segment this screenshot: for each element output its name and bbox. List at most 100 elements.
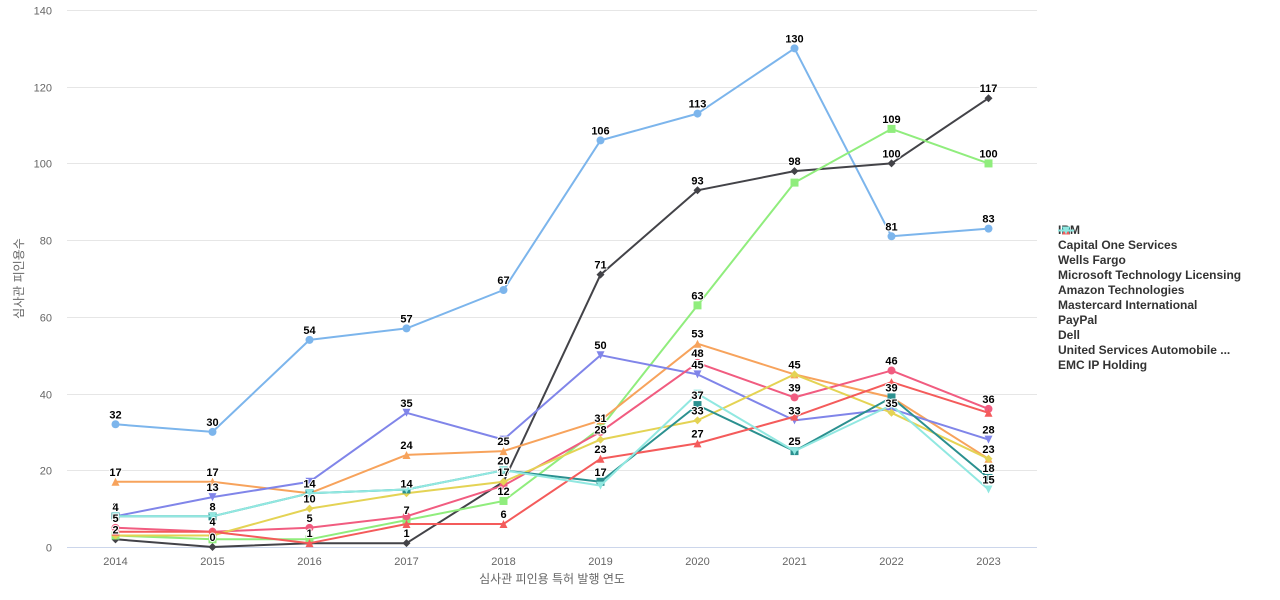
data-label: 35 xyxy=(400,398,412,410)
data-point-ibm xyxy=(208,427,217,436)
data-label: 15 xyxy=(982,474,994,486)
legend-label: Amazon Technologies xyxy=(1058,283,1185,297)
data-label: 7 xyxy=(403,505,409,517)
data-label: 30 xyxy=(206,417,218,429)
data-point-wells-fargo xyxy=(790,178,799,187)
data-label: 36 xyxy=(982,394,994,406)
data-point-emc-ip-holding xyxy=(887,401,896,410)
x-tick-label: 2017 xyxy=(394,556,418,568)
legend-symbol-icon xyxy=(1058,226,1074,235)
legend-item-microsoft-technology-licensing[interactable]: Microsoft Technology Licensing xyxy=(1058,226,1241,283)
data-point-paypal xyxy=(499,477,508,486)
data-point-emc-ip-holding xyxy=(984,485,993,494)
legend-label: Dell xyxy=(1058,328,1081,342)
series-line-wells-fargo xyxy=(115,127,989,541)
data-point-ibm xyxy=(887,232,896,241)
data-point-capital-one-services xyxy=(693,186,702,195)
data-label: 33 xyxy=(788,405,800,417)
data-label: 28 xyxy=(982,425,994,437)
x-tick-label: 2021 xyxy=(782,556,806,568)
y-tick-label: 140 xyxy=(34,6,52,18)
data-point-ibm xyxy=(984,224,993,233)
data-label: 5 xyxy=(306,513,312,525)
y-tick-label: 100 xyxy=(34,159,52,171)
x-tick-label: 2018 xyxy=(491,556,515,568)
data-point-mastercard-international xyxy=(693,358,702,367)
data-label: 100 xyxy=(979,148,997,160)
data-label: 48 xyxy=(691,348,703,360)
legend-item-ibm[interactable]: IBM xyxy=(1058,223,1241,238)
data-label: 8 xyxy=(112,501,118,513)
data-point-mastercard-international xyxy=(402,512,411,521)
data-label: 1 xyxy=(403,528,409,540)
x-tick-label: 2023 xyxy=(976,556,1000,568)
data-label: 20 xyxy=(497,455,509,467)
data-point-capital-one-services xyxy=(208,543,217,551)
legend-label: PayPal xyxy=(1058,313,1098,327)
data-label: 17 xyxy=(497,467,509,479)
data-point-emc-ip-holding xyxy=(402,485,411,494)
legend-item-united-services-automobile[interactable]: United Services Automobile ... xyxy=(1058,226,1241,358)
data-point-paypal xyxy=(305,504,314,513)
data-point-ibm xyxy=(499,286,508,295)
data-point-capital-one-services xyxy=(790,167,799,176)
data-label: 39 xyxy=(885,382,897,394)
data-label: 10 xyxy=(303,494,315,506)
data-point-capital-one-services xyxy=(596,270,605,279)
data-label: 4 xyxy=(209,517,216,529)
series-line-emc-ip-holding xyxy=(115,392,990,518)
data-point-emc-ip-holding xyxy=(111,512,120,521)
data-point-wells-fargo xyxy=(984,159,993,168)
data-point-ibm xyxy=(596,136,605,145)
legend-item-capital-one-services[interactable]: Capital One Services xyxy=(1058,226,1241,253)
data-point-microsoft-technology-licensing xyxy=(499,447,508,456)
data-point-microsoft-technology-licensing xyxy=(402,450,411,459)
data-point-microsoft-technology-licensing xyxy=(596,416,605,425)
y-tick-label: 80 xyxy=(40,236,52,248)
data-label: 35 xyxy=(885,398,897,410)
data-label: 2 xyxy=(112,524,118,536)
legend-item-emc-ip-holding[interactable]: EMC IP Holding xyxy=(1058,226,1241,373)
data-label: 14 xyxy=(400,478,413,490)
data-label: 57 xyxy=(400,313,412,325)
data-point-united-services-automobile xyxy=(111,527,120,536)
data-label: 50 xyxy=(594,340,606,352)
data-label: 71 xyxy=(594,260,606,272)
data-point-united-services-automobile xyxy=(693,439,702,448)
data-point-paypal xyxy=(887,408,896,417)
data-label: 32 xyxy=(109,409,121,421)
x-tick-label: 2014 xyxy=(103,556,127,568)
data-point-united-services-automobile xyxy=(984,408,993,417)
legend-item-mastercard-international[interactable]: Mastercard International xyxy=(1058,226,1241,313)
data-label: 39 xyxy=(788,382,800,394)
series-line-capital-one-services xyxy=(115,97,990,548)
legend-item-amazon-technologies[interactable]: Amazon Technologies xyxy=(1058,226,1241,298)
data-point-paypal xyxy=(984,454,993,463)
x-tick-label: 2019 xyxy=(588,556,612,568)
data-label: 53 xyxy=(691,329,703,341)
x-tick-label: 2022 xyxy=(879,556,903,568)
data-point-emc-ip-holding xyxy=(596,481,605,490)
data-label: 98 xyxy=(788,156,800,168)
data-label: 46 xyxy=(885,356,897,368)
legend-item-wells-fargo[interactable]: Wells Fargo xyxy=(1058,226,1241,268)
data-point-emc-ip-holding xyxy=(499,466,508,475)
data-label: 17 xyxy=(109,467,121,479)
data-point-ibm xyxy=(402,324,411,333)
legend-item-dell[interactable]: Dell xyxy=(1058,226,1241,343)
data-point-mastercard-international xyxy=(596,427,605,436)
legend-item-paypal[interactable]: PayPal xyxy=(1058,226,1241,328)
data-label: 0 xyxy=(209,532,215,544)
data-point-mastercard-international xyxy=(305,523,314,532)
series-line-mastercard-international xyxy=(115,361,989,533)
data-label: 113 xyxy=(689,99,707,111)
data-label: 23 xyxy=(982,444,994,456)
data-label: 6 xyxy=(500,509,506,521)
data-point-ibm xyxy=(111,420,120,429)
data-label: 83 xyxy=(982,214,994,226)
data-point-paypal xyxy=(693,416,702,425)
legend-label: Wells Fargo xyxy=(1058,253,1126,267)
data-point-emc-ip-holding xyxy=(693,389,702,398)
legend-marker xyxy=(1062,226,1070,235)
